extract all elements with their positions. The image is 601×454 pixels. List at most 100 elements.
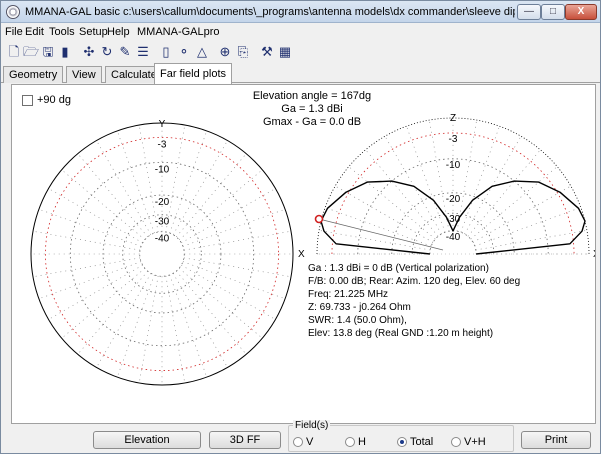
azimuth-spoke (165, 275, 186, 384)
tab-view[interactable]: View (66, 66, 102, 83)
radio-h[interactable] (345, 437, 355, 447)
plus90-label: +90 dg (37, 94, 71, 106)
azimuth-spoke (176, 270, 247, 355)
new-file-icon[interactable]: 🗋 (8, 44, 20, 59)
plus90-checkbox[interactable] (22, 95, 33, 106)
elevation-spoke (406, 126, 446, 233)
azimuth-outer-circle (30, 122, 294, 386)
tab-far-field-plots[interactable]: Far field plots (154, 63, 233, 84)
menu-tools[interactable]: Tools (49, 26, 75, 38)
elevation-spoke (348, 166, 436, 240)
elevation-angle-text: Elevation angle = 167dg (252, 90, 372, 102)
azimuth-spoke (181, 264, 276, 320)
radio-v[interactable] (293, 437, 303, 447)
elevation-x-label: X (593, 249, 595, 260)
menu-mmana-galpro[interactable]: MMANA-GALpro (137, 26, 220, 38)
radio-vh-label: V+H (464, 436, 486, 448)
elevation-max-marker (314, 214, 324, 224)
azimuth-spoke (61, 169, 146, 240)
elevation-ring-label: -10 (446, 160, 461, 171)
elevation-pointer-line (318, 218, 444, 251)
title-bar[interactable]: MMANA-GAL basic c:\users\callum\document… (1, 1, 600, 23)
radio-vh[interactable] (451, 437, 461, 447)
azimuth-spoke (77, 153, 148, 238)
azimuth-spoke (138, 124, 159, 233)
azimuth-ring (102, 194, 222, 314)
elevation-ring-label: -40 (446, 232, 461, 243)
close-button[interactable]: X (565, 4, 597, 20)
layers-icon[interactable]: ☰ (137, 44, 149, 59)
elevation-spoke (365, 149, 439, 237)
print-button[interactable]: Print (521, 431, 591, 449)
elevation-spoke (467, 149, 541, 237)
azimuth-spoke (48, 264, 143, 320)
page-icon[interactable]: ▯ (162, 44, 170, 59)
azimuth-spoke (32, 257, 141, 278)
move-icon[interactable]: ✣ (83, 44, 95, 59)
azimuth-ring-label: -40 (155, 234, 170, 245)
target-icon[interactable]: ⊕ (219, 44, 231, 59)
info-icon[interactable]: ▮ (61, 44, 69, 59)
maximize-button[interactable]: □ (541, 4, 565, 20)
azimuth-spoke (96, 273, 152, 368)
fields-group: Field(s) V H Total V+H (288, 420, 514, 452)
toolbar: 🗋 🗁 🖫 ▮ ✣ ↻ ✎ ☰ ▯ ⚬ △ ⊕ ⎘ ⚒ ▦ (1, 41, 600, 63)
copy-icon[interactable]: ⎘ (237, 44, 249, 59)
app-icon (6, 5, 20, 19)
azimuth-spoke (116, 130, 155, 234)
azimuth-spoke (165, 124, 186, 233)
minimize-button[interactable]: — (517, 4, 541, 20)
rotate-icon[interactable]: ↻ (101, 44, 113, 59)
3d-ff-button[interactable]: 3D FF (209, 431, 281, 449)
azimuth-spoke (183, 257, 292, 278)
menu-help[interactable]: Help (107, 26, 130, 38)
tab-geometry[interactable]: Geometry (3, 66, 64, 83)
azimuth-spoke (178, 169, 263, 240)
window-title: MMANA-GAL basic c:\users\callum\document… (25, 6, 515, 18)
radio-total[interactable] (397, 437, 407, 447)
elevation-spoke (325, 207, 432, 247)
info-freq: Freq: 21.225 MHz (308, 289, 389, 300)
azimuth-spoke (182, 261, 286, 300)
radio-h-label: H (358, 436, 366, 448)
elevation-outer-arc (316, 117, 590, 255)
azimuth-y-label: Y (159, 119, 166, 130)
azimuth-spoke (116, 274, 155, 378)
info-fb: F/B: 0.00 dB; Rear: Azim. 120 deg, Elev.… (308, 276, 521, 287)
menu-file[interactable]: File (5, 26, 23, 38)
elevation-z-label: Z (450, 113, 456, 124)
azimuth-spoke (38, 261, 142, 300)
chart-icon[interactable]: ⚬ (178, 44, 190, 59)
azimuth-ring-label: -30 (155, 217, 170, 228)
info-gain: Ga : 1.3 dBi = 0 dB (Vertical polarizati… (308, 263, 489, 274)
azimuth-ring-label: -3 (158, 139, 167, 150)
gmax-text: Gmax - Ga = 0.0 dB (262, 116, 362, 128)
elevation-spoke (474, 207, 581, 247)
menu-edit[interactable]: Edit (25, 26, 44, 38)
elevation-spoke (470, 166, 558, 240)
azimuth-spoke (178, 268, 263, 339)
menu-setup[interactable]: Setup (79, 26, 108, 38)
calculator-icon[interactable]: ▦ (278, 44, 292, 59)
azimuth-ring-label: -20 (155, 197, 170, 208)
azimuth-ring (45, 137, 279, 371)
edit-icon[interactable]: ✎ (119, 44, 131, 59)
save-icon[interactable]: 🖫 (42, 44, 54, 59)
elevation-spoke (460, 126, 500, 233)
far-field-plot-canvas: -3 -10 -20 -30 -40 Y X -3 -10 -20 -30 -40 Z X (30, 113, 595, 386)
tab-strip: Geometry View Calculate Far field plots (1, 63, 600, 84)
azimuth-spoke (172, 140, 228, 235)
azimuth-spoke (169, 274, 208, 378)
tools-icon[interactable]: ⚒ (261, 44, 273, 59)
radio-total-label: Total (410, 436, 434, 448)
elevation-button[interactable]: Elevation (93, 431, 201, 449)
elevation-ring-label: -30 (446, 214, 461, 225)
triangle-icon[interactable]: △ (197, 44, 207, 59)
open-folder-icon[interactable]: 🗁 (23, 44, 40, 59)
azimuth-spoke (48, 188, 143, 244)
azimuth-spoke (181, 188, 276, 244)
azimuth-spoke (169, 130, 208, 234)
elevation-ring (391, 192, 515, 255)
elevation-ring-label: -20 (446, 194, 461, 205)
